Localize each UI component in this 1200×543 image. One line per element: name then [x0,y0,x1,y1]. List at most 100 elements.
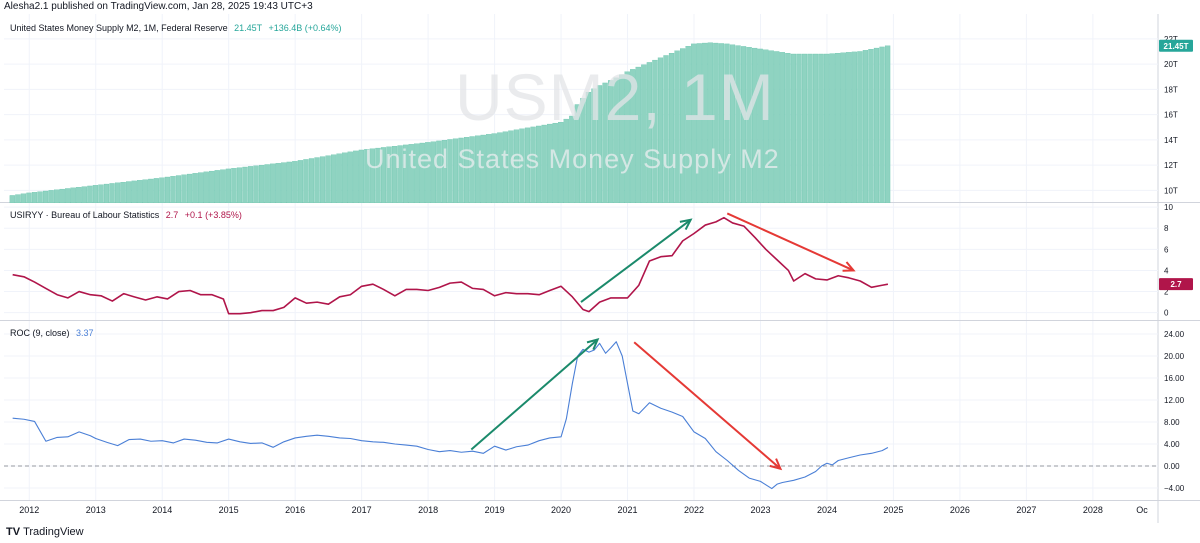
y-tick-label: −4.00 [1164,484,1185,493]
m2-bar [243,167,248,203]
m2-bar [204,172,209,203]
m2-bar [774,51,779,203]
m2-bar [231,168,236,203]
roc-legend: ROC (9, close) 3.37 [10,328,94,338]
m2-bar [819,54,824,203]
x-tick-label: 2024 [817,505,837,515]
m2-bar [99,185,104,203]
m2-bar [237,168,242,203]
m2-bar [292,161,297,203]
m2-bar [846,52,851,203]
m2-bar [835,53,840,203]
m2-bar [209,171,214,203]
m2-bar [43,191,48,203]
m2-bar [857,51,862,203]
m2-pane[interactable]: USM2, 1M United States Money Supply M2 1… [0,14,1200,203]
m2-bar [193,173,198,203]
m2-bar [126,182,131,203]
m2-bar [852,52,857,203]
y-tick-label: 16T [1164,111,1178,120]
y-tick-label: 4 [1164,266,1169,275]
y-tick-label: 18T [1164,85,1178,94]
m2-bar [298,160,303,203]
m2-bar [830,54,835,203]
time-axis-svg: 2012 2013 2014 2015 2016 2017 2018 2019 2020 2021… [0,501,1200,523]
m2-bar [885,46,890,203]
y-tick-label: 10T [1164,186,1178,195]
y-tick-label: 6 [1164,245,1169,254]
x-tick-label: 2021 [618,505,638,515]
x-tick-label: 2016 [285,505,305,515]
m2-bar [148,179,153,203]
y-tick-label: 16.00 [1164,374,1185,383]
description-watermark: United States Money Supply M2 [365,144,780,175]
m2-bar [215,170,220,203]
cpi-legend-name: USIRYY · Bureau of Labour Statistics [10,210,159,220]
m2-bar [26,193,31,203]
y-tick-label: 0.00 [1164,462,1180,471]
tradingview-logo-icon: TV [6,526,20,538]
m2-bar [220,170,225,203]
y-tick-label: 10 [1164,203,1173,212]
m2-bar [315,158,320,203]
time-axis[interactable]: 2012 2013 2014 2015 2016 2017 2018 2019 2020 2021… [0,501,1200,523]
publisher-bar: Alesha2.1 published on TradingView.com, … [0,0,1200,14]
y-tick-label: 12T [1164,161,1178,170]
x-tick-label: 2018 [418,505,438,515]
x-tick-label: 2025 [883,505,903,515]
m2-bar [226,169,231,203]
x-tick-label: 2023 [750,505,770,515]
m2-bar [110,183,115,203]
m2-legend-name: United States Money Supply M2, 1M, Feder… [10,23,228,33]
m2-bar [137,180,142,203]
m2-bar [93,185,98,203]
m2-bar [115,183,120,203]
m2-bar [309,158,314,203]
m2-bar [10,195,15,203]
y-tick-label: 20T [1164,60,1178,69]
m2-legend-change: +136.4B (+0.64%) [269,23,342,33]
m2-bar [348,152,353,203]
m2-bar [71,188,76,203]
x-tick-label: 2027 [1016,505,1036,515]
m2-bar [32,192,37,203]
m2-bar [171,176,176,203]
y-tick-label: 4.00 [1164,440,1180,449]
m2-bar [802,54,807,203]
y-tick-label: 12.00 [1164,396,1185,405]
y-tick-label: 14T [1164,136,1178,145]
pane-background [0,321,1200,501]
m2-legend: United States Money Supply M2, 1M, Feder… [10,23,342,33]
m2-bar [791,54,796,203]
x-tick-label: 2020 [551,505,571,515]
x-tick-label: 2017 [352,505,372,515]
m2-legend-value: 21.45T [234,23,262,33]
x-tick-label: 2026 [950,505,970,515]
m2-bar [326,156,331,203]
m2-bar [87,186,92,203]
x-tick-label: 2012 [19,505,39,515]
m2-bar [841,53,846,203]
last-value-label: 2.7 [1170,280,1182,289]
y-tick-label: 24.00 [1164,330,1185,339]
roc-legend-value: 3.37 [76,328,94,338]
m2-bar [337,154,342,203]
pane-background [0,203,1200,321]
m2-bar [38,192,43,203]
m2-bar [49,190,54,203]
m2-bar [303,159,308,203]
roc-pane[interactable]: −4.00 0.00 4.00 8.00 12.00 16.00 20.00 24.00 RO… [0,321,1200,501]
tradingview-logo[interactable]: TV TradingView [6,526,84,538]
m2-bar [176,176,181,203]
last-value-label: 21.45T [1164,42,1189,51]
cpi-legend-value: 2.7 [166,210,179,220]
x-tick-label: 2014 [152,505,172,515]
cpi-pane[interactable]: 0 2 4 6 8 10 2.7 USIRYY · Bureau of Labour Sta… [0,203,1200,321]
x-tick-label: 2022 [684,505,704,515]
m2-bar [265,164,270,203]
m2-bar [270,164,275,203]
m2-bar [863,50,868,203]
y-tick-label: 0 [1164,309,1169,318]
m2-bar [76,187,81,203]
m2-bar [104,184,109,203]
